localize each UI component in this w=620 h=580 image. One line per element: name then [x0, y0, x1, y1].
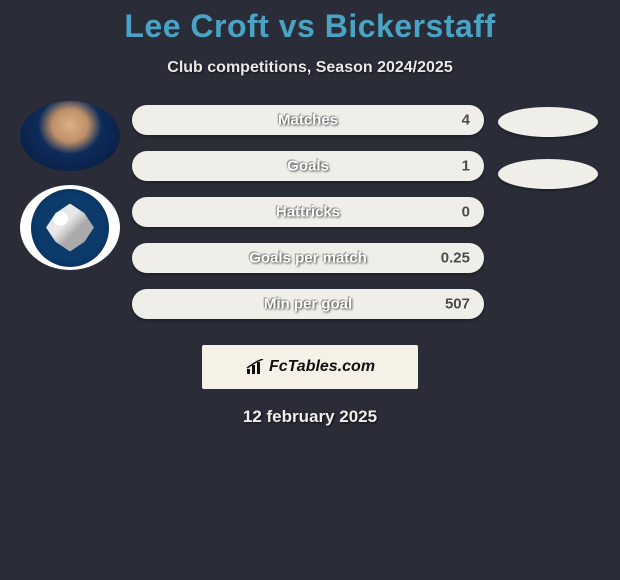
comparison-title: Lee Croft vs Bickerstaff [0, 0, 620, 45]
right-column [484, 101, 612, 189]
stat-value: 4 [462, 112, 470, 129]
content-area: Matches 4 Goals 1 Hattricks 0 Goals per … [0, 101, 620, 323]
subtitle: Club competitions, Season 2024/2025 [0, 59, 620, 77]
stat-row-matches: Matches 4 [132, 105, 484, 135]
stat-label: Goals [287, 158, 329, 175]
stat-row-mpg: Min per goal 507 [132, 289, 484, 319]
stat-label: Min per goal [264, 296, 352, 313]
date-label: 12 february 2025 [0, 407, 620, 427]
stat-label: Matches [278, 112, 338, 129]
player1-name: Lee Croft [124, 8, 269, 44]
stat-row-hattricks: Hattricks 0 [132, 197, 484, 227]
stat-value: 0 [462, 204, 470, 221]
brand-text: FcTables.com [269, 358, 375, 376]
stats-list: Matches 4 Goals 1 Hattricks 0 Goals per … [132, 101, 484, 323]
stat-label: Hattricks [276, 204, 340, 221]
stat-label: Goals per match [249, 250, 367, 267]
stat-value: 0.25 [441, 250, 470, 267]
stat-value: 507 [445, 296, 470, 313]
player2-name: Bickerstaff [325, 8, 496, 44]
crest-image [31, 189, 109, 267]
stat-row-goals: Goals 1 [132, 151, 484, 181]
avatar-image [20, 101, 120, 171]
comparison-pill [498, 159, 598, 189]
club-crest [20, 185, 120, 270]
left-column [8, 101, 132, 270]
player-avatar [20, 101, 120, 171]
vs-separator: vs [279, 8, 316, 44]
chart-icon [245, 359, 265, 375]
stat-value: 1 [462, 158, 470, 175]
comparison-pill [498, 107, 598, 137]
footer-badge: FcTables.com [202, 345, 418, 389]
stat-row-gpm: Goals per match 0.25 [132, 243, 484, 273]
